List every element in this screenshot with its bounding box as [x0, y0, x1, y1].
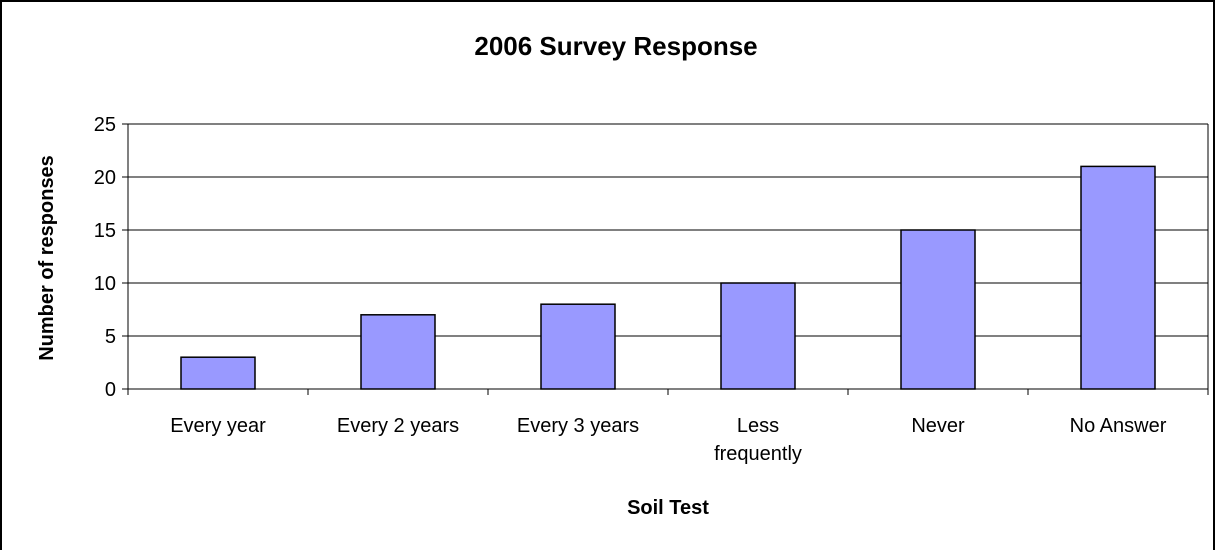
- x-tick-labels: Every year Every 2 years Every 3 years Less…: [170, 415, 1166, 465]
- x-tick-label-line: Never: [911, 415, 965, 437]
- x-axis-title: Soil Test: [627, 497, 709, 519]
- x-tick-label-line: Every 3 years: [517, 415, 639, 437]
- gridlines: [128, 123, 1208, 337]
- y-tick-label: 25: [94, 114, 116, 136]
- x-tick-label: Every 3 years: [517, 415, 639, 437]
- x-tick-label-line: frequently: [714, 443, 802, 465]
- x-tick-label-line: No Answer: [1070, 415, 1167, 437]
- axes: [122, 123, 1209, 395]
- y-tick-label: 10: [94, 273, 116, 295]
- y-tick-labels: 0 5 10 15 20 25: [94, 114, 116, 401]
- y-tick-label: 20: [94, 167, 116, 189]
- bar: [180, 356, 256, 390]
- x-tick-label: Every year: [170, 415, 266, 437]
- bar: [900, 229, 976, 390]
- y-tick-label: 0: [105, 379, 116, 401]
- x-tick-label: Less frequently: [714, 415, 802, 465]
- chart-title: 2006 Survey Response: [474, 31, 757, 61]
- y-tick-label: 5: [105, 326, 116, 348]
- x-tick-label-line: Less: [737, 415, 779, 437]
- bars: [180, 165, 1156, 390]
- bar: [1080, 165, 1156, 390]
- x-tick-label: Every 2 years: [337, 415, 459, 437]
- bar: [540, 303, 616, 390]
- bar: [360, 314, 436, 390]
- y-tick-label: 15: [94, 220, 116, 242]
- y-axis-title: Number of responses: [36, 155, 58, 361]
- x-tick-label-line: Every 2 years: [337, 415, 459, 437]
- x-tick-label: Never: [911, 415, 965, 437]
- x-tick-label: No Answer: [1070, 415, 1167, 437]
- bar: [720, 282, 796, 390]
- x-tick-label-line: Every year: [170, 415, 266, 437]
